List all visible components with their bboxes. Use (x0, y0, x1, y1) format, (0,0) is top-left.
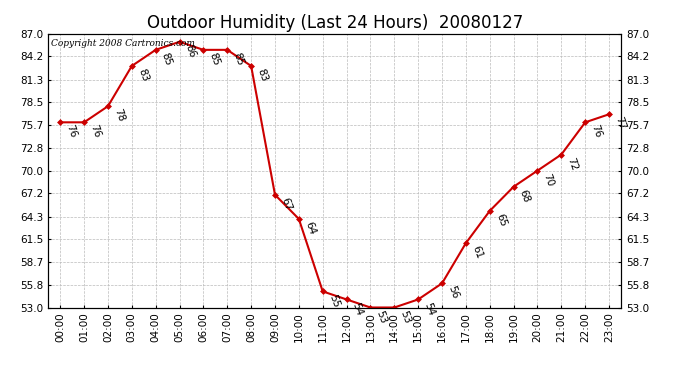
Text: 85: 85 (208, 51, 221, 67)
Text: 53: 53 (398, 309, 413, 325)
Text: 53: 53 (375, 309, 388, 325)
Text: 54: 54 (422, 301, 436, 317)
Text: 72: 72 (566, 156, 580, 172)
Text: 83: 83 (255, 68, 269, 83)
Text: 83: 83 (136, 68, 150, 83)
Text: 64: 64 (303, 220, 317, 236)
Text: 55: 55 (327, 293, 341, 309)
Text: 77: 77 (613, 116, 627, 132)
Text: 85: 85 (160, 51, 174, 67)
Text: 61: 61 (470, 244, 484, 260)
Text: 76: 76 (589, 124, 603, 140)
Text: 65: 65 (494, 212, 508, 228)
Text: 56: 56 (446, 285, 460, 301)
Text: 76: 76 (64, 124, 79, 140)
Text: 54: 54 (351, 301, 365, 317)
Text: 68: 68 (518, 188, 532, 204)
Text: Copyright 2008 Cartronics.com: Copyright 2008 Cartronics.com (51, 39, 195, 48)
Text: 85: 85 (231, 51, 246, 67)
Text: 78: 78 (112, 108, 126, 123)
Text: 67: 67 (279, 196, 293, 212)
Text: 70: 70 (542, 172, 555, 188)
Text: 86: 86 (184, 43, 197, 59)
Title: Outdoor Humidity (Last 24 Hours)  20080127: Outdoor Humidity (Last 24 Hours) 2008012… (146, 14, 523, 32)
Text: 76: 76 (88, 124, 102, 140)
